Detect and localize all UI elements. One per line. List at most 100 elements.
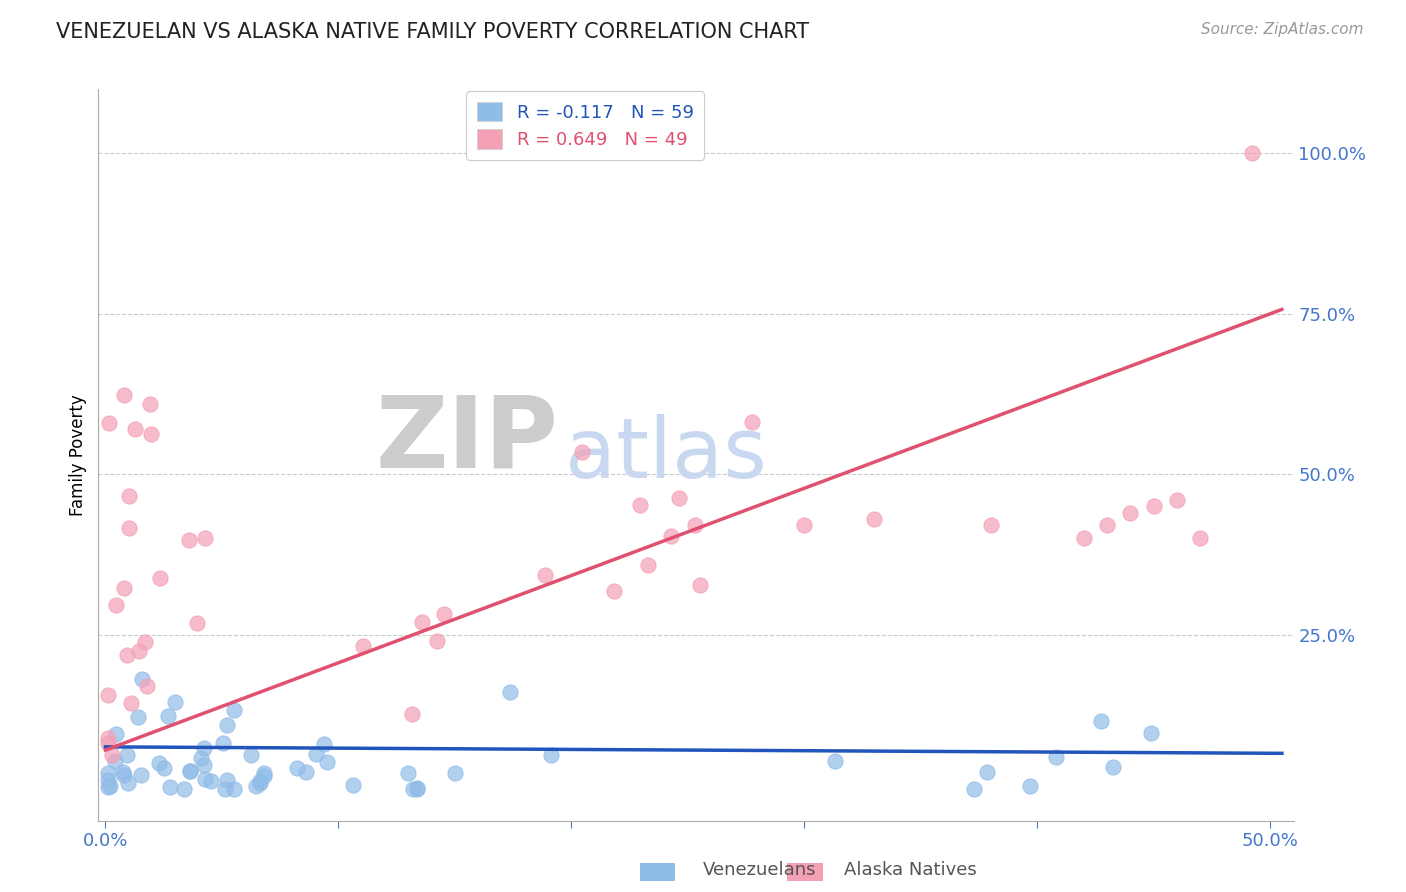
- Point: [105, 598, 128, 612]
- Point: [217, 717, 239, 731]
- Point: [295, 764, 318, 779]
- Point: [426, 633, 449, 648]
- Point: [980, 518, 1002, 533]
- Point: [200, 774, 222, 789]
- Point: [253, 765, 276, 780]
- Point: [117, 776, 139, 790]
- Point: [285, 761, 308, 775]
- Point: [100, 779, 122, 793]
- Point: [118, 521, 141, 535]
- Point: [1143, 500, 1166, 514]
- Point: [741, 415, 763, 429]
- Point: [405, 781, 427, 796]
- Point: [1102, 760, 1125, 774]
- Point: [124, 422, 146, 436]
- Point: [603, 584, 626, 599]
- Point: [112, 768, 135, 782]
- Point: [342, 778, 364, 792]
- Point: [148, 756, 170, 770]
- Point: [153, 761, 176, 775]
- Point: [411, 615, 433, 629]
- Point: [402, 781, 425, 796]
- Point: [131, 673, 153, 687]
- Point: [637, 558, 659, 573]
- Point: [1090, 714, 1112, 728]
- Point: [628, 498, 651, 512]
- Point: [401, 706, 423, 721]
- Point: [128, 644, 150, 658]
- Point: [190, 750, 212, 764]
- Y-axis label: Family Poverty: Family Poverty: [69, 394, 87, 516]
- Point: [1240, 146, 1263, 161]
- Point: [149, 571, 172, 585]
- Point: [97, 731, 120, 745]
- Point: [222, 781, 245, 796]
- Point: [253, 769, 276, 783]
- Point: [963, 781, 986, 796]
- Point: [173, 781, 195, 796]
- Point: [405, 781, 427, 796]
- Point: [163, 695, 186, 709]
- Point: [97, 780, 120, 794]
- Point: [249, 776, 271, 790]
- Point: [1189, 532, 1212, 546]
- Point: [540, 748, 562, 763]
- Point: [117, 648, 139, 663]
- Point: [689, 577, 711, 591]
- Point: [186, 615, 208, 630]
- Point: [499, 685, 522, 699]
- Point: [571, 445, 593, 459]
- Point: [976, 764, 998, 779]
- Point: [115, 748, 138, 763]
- Point: [1045, 750, 1067, 764]
- Point: [129, 768, 152, 782]
- Point: [245, 779, 267, 793]
- Point: [444, 766, 467, 780]
- Point: [793, 518, 815, 533]
- Point: [316, 755, 339, 769]
- Point: [179, 533, 201, 547]
- Point: [1119, 506, 1142, 520]
- Point: [863, 512, 886, 526]
- Point: [97, 736, 120, 750]
- Point: [104, 754, 127, 768]
- Point: [100, 747, 122, 762]
- Point: [138, 397, 160, 411]
- Point: [214, 781, 236, 796]
- Point: [112, 581, 135, 595]
- Point: [1140, 725, 1163, 739]
- Text: Venezuelans: Venezuelans: [703, 861, 817, 879]
- Point: [118, 489, 141, 503]
- Point: [127, 710, 149, 724]
- Point: [194, 531, 217, 545]
- Point: [97, 766, 120, 780]
- Point: [135, 680, 157, 694]
- Point: [683, 518, 706, 533]
- Point: [97, 688, 120, 702]
- Point: [193, 757, 215, 772]
- Point: [1019, 779, 1042, 793]
- Point: [224, 704, 246, 718]
- Point: [157, 709, 180, 723]
- Point: [661, 529, 683, 543]
- Legend: R = -0.117   N = 59, R = 0.649   N = 49: R = -0.117 N = 59, R = 0.649 N = 49: [465, 91, 704, 160]
- Point: [111, 765, 134, 780]
- Point: [1095, 518, 1118, 533]
- Point: [215, 773, 238, 788]
- Point: [193, 741, 215, 756]
- Point: [179, 764, 201, 778]
- Point: [179, 764, 201, 778]
- Point: [134, 635, 156, 649]
- Point: [194, 772, 217, 787]
- Point: [534, 568, 557, 582]
- Point: [824, 754, 846, 768]
- Point: [159, 780, 181, 794]
- Point: [352, 639, 374, 653]
- Point: [112, 388, 135, 402]
- Point: [1166, 492, 1188, 507]
- Point: [304, 747, 326, 761]
- Point: [398, 766, 420, 780]
- Text: VENEZUELAN VS ALASKA NATIVE FAMILY POVERTY CORRELATION CHART: VENEZUELAN VS ALASKA NATIVE FAMILY POVER…: [56, 22, 810, 42]
- Text: Alaska Natives: Alaska Natives: [844, 861, 976, 879]
- Point: [104, 727, 127, 741]
